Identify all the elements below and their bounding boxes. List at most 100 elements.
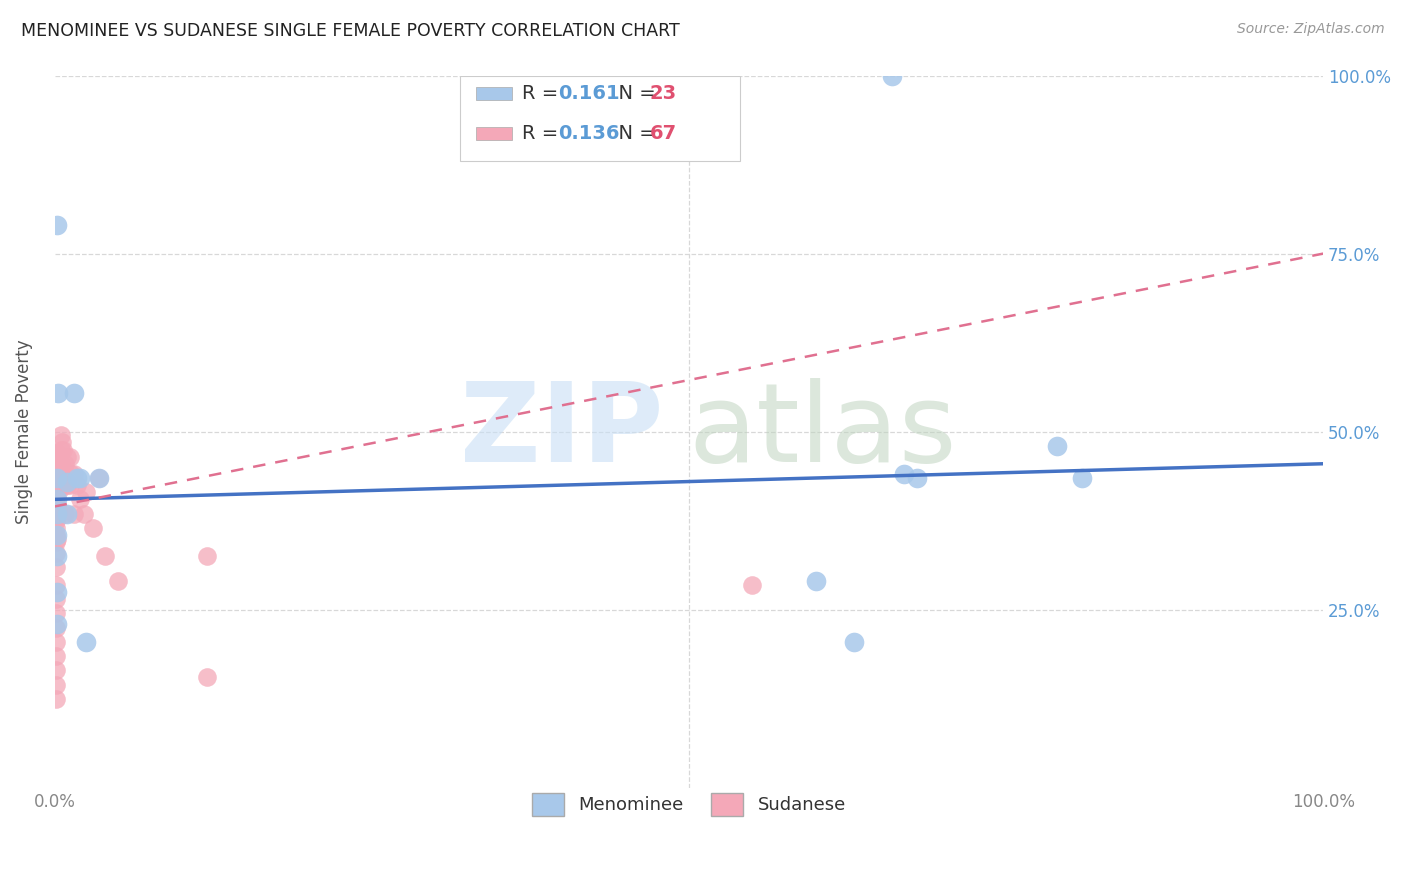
Point <box>45 607 67 621</box>
Point <box>45 528 67 542</box>
Point <box>107 574 129 589</box>
Point <box>45 478 67 492</box>
Point <box>48 457 70 471</box>
Point <box>46 585 69 599</box>
Point <box>45 535 67 549</box>
Point <box>69 471 91 485</box>
Point <box>60 467 83 482</box>
Point <box>73 507 96 521</box>
Point <box>741 578 763 592</box>
Point <box>46 464 69 478</box>
Point <box>45 500 67 514</box>
Point <box>56 475 79 489</box>
Point <box>46 507 69 521</box>
FancyBboxPatch shape <box>475 87 512 100</box>
Point <box>842 635 865 649</box>
Point <box>53 457 76 471</box>
Point <box>46 549 69 564</box>
Y-axis label: Single Female Poverty: Single Female Poverty <box>15 339 32 524</box>
Point <box>49 442 72 457</box>
Point <box>45 649 67 664</box>
Point <box>46 492 69 507</box>
Point <box>46 532 69 546</box>
Point <box>46 467 69 482</box>
Point <box>46 510 69 524</box>
Text: N =: N = <box>606 84 662 103</box>
Point <box>46 528 69 542</box>
Point <box>45 492 67 507</box>
Point <box>45 521 67 535</box>
Point <box>45 621 67 635</box>
Point <box>49 428 72 442</box>
Point <box>45 471 67 485</box>
Point <box>46 450 69 464</box>
Point <box>905 471 928 485</box>
Point <box>62 385 84 400</box>
Point <box>1071 471 1094 485</box>
Legend: Menominee, Sudanese: Menominee, Sudanese <box>523 784 855 825</box>
Point <box>62 507 84 521</box>
Point <box>46 218 69 232</box>
Point <box>87 471 110 485</box>
Point <box>66 471 89 485</box>
Point <box>53 507 76 521</box>
Point <box>45 485 67 500</box>
Point <box>45 560 67 574</box>
Point <box>46 446 69 460</box>
Point <box>893 467 915 482</box>
Point <box>75 485 97 500</box>
Point <box>46 500 69 514</box>
Point <box>1046 439 1069 453</box>
Point <box>45 663 67 677</box>
Point <box>45 507 67 521</box>
Point <box>45 578 67 592</box>
Text: R =: R = <box>523 84 565 103</box>
Point <box>59 450 82 464</box>
Point <box>46 485 69 500</box>
Point <box>48 467 70 482</box>
Point <box>51 435 73 450</box>
Point <box>56 450 79 464</box>
Point <box>45 446 67 460</box>
Point <box>46 471 69 485</box>
Point <box>75 635 97 649</box>
Text: Source: ZipAtlas.com: Source: ZipAtlas.com <box>1237 22 1385 37</box>
Point <box>804 574 827 589</box>
Point <box>56 478 79 492</box>
Point <box>45 635 67 649</box>
Point <box>56 507 79 521</box>
Point <box>45 546 67 560</box>
Point <box>69 492 91 507</box>
Point <box>880 69 903 83</box>
Text: MENOMINEE VS SUDANESE SINGLE FEMALE POVERTY CORRELATION CHART: MENOMINEE VS SUDANESE SINGLE FEMALE POVE… <box>21 22 681 40</box>
Point <box>94 549 117 564</box>
Point <box>45 464 67 478</box>
Point <box>49 471 72 485</box>
Point <box>51 471 73 485</box>
Text: 0.136: 0.136 <box>558 124 620 143</box>
Point <box>49 457 72 471</box>
Point <box>45 677 67 691</box>
FancyBboxPatch shape <box>475 127 512 140</box>
Point <box>45 457 67 471</box>
Point <box>46 475 69 489</box>
Text: R =: R = <box>523 124 565 143</box>
Point <box>82 521 104 535</box>
Point <box>48 482 70 496</box>
Text: 23: 23 <box>650 84 676 103</box>
Point <box>45 691 67 706</box>
Point <box>45 592 67 607</box>
Point <box>59 478 82 492</box>
Text: 0.161: 0.161 <box>558 84 620 103</box>
Point <box>46 457 69 471</box>
Point <box>46 385 69 400</box>
Text: N =: N = <box>606 124 662 143</box>
Text: 67: 67 <box>650 124 676 143</box>
Point <box>46 503 69 517</box>
Point <box>195 670 218 684</box>
Point <box>62 467 84 482</box>
Point <box>46 617 69 632</box>
Text: atlas: atlas <box>689 378 957 485</box>
Point <box>52 471 75 485</box>
Point <box>52 442 75 457</box>
